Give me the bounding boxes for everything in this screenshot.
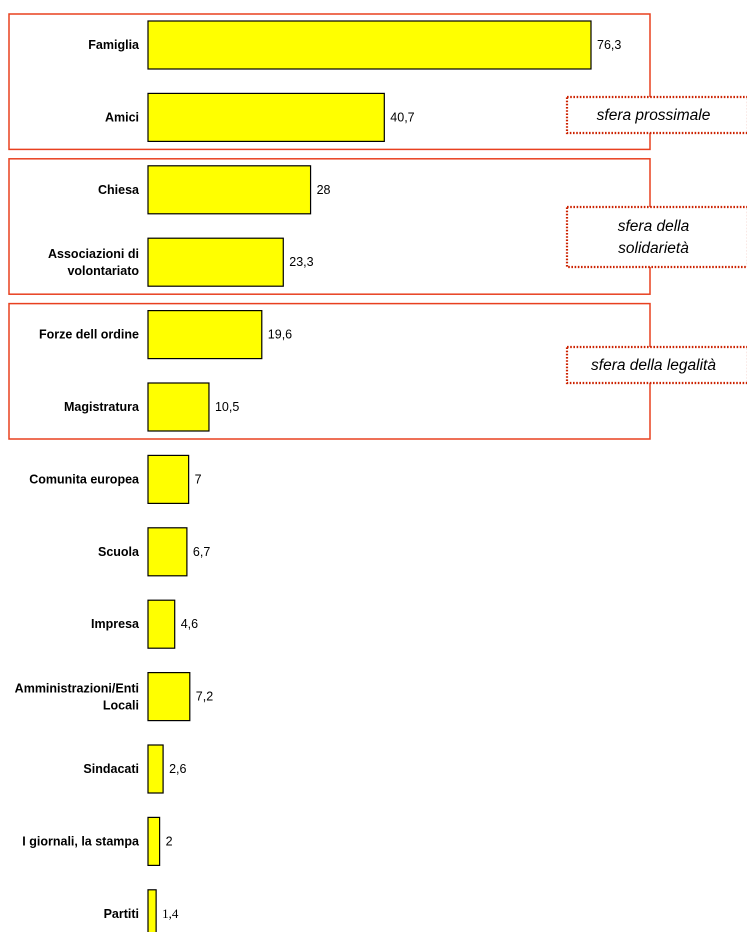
bar — [147, 310, 263, 360]
group-annotation-text: sfera della — [618, 218, 690, 235]
value-label: 23,3 — [289, 255, 313, 269]
bar — [147, 599, 176, 649]
bar — [147, 454, 190, 504]
bar — [147, 671, 191, 722]
bar — [147, 889, 157, 932]
group-annotation-text: solidarietà — [618, 240, 689, 257]
bars — [147, 20, 592, 932]
bar — [147, 237, 284, 287]
category-labels: Famiglia Amici Chiesa Associazioni di volont… — [15, 38, 140, 921]
group-box — [8, 302, 651, 440]
category-label: volontariato — [67, 264, 139, 278]
group-boxes — [8, 13, 651, 440]
group-annotation-box — [565, 205, 747, 269]
value-label: 28 — [317, 183, 331, 197]
category-label: Impresa — [91, 617, 140, 631]
group-annotation-box — [565, 345, 747, 385]
value-label: 6,7 — [193, 545, 210, 559]
bar — [147, 165, 312, 215]
group-box — [8, 13, 651, 151]
category-label: Magistratura — [64, 400, 140, 414]
category-label: I giornali, la stampa — [22, 834, 140, 848]
group-annotation-text: sfera della legalità — [591, 357, 716, 374]
category-label: Associazioni di — [48, 247, 139, 261]
category-label: Scuola — [98, 545, 140, 559]
value-label: 1,4 — [162, 906, 179, 921]
value-label: 10,5 — [215, 400, 239, 414]
group-annotations: sfera prossimale sfera della solidarietà sf… — [565, 95, 747, 385]
category-label: Chiesa — [98, 183, 140, 197]
group-annotation-box — [565, 95, 747, 135]
category-label: Comunita europea — [29, 472, 140, 486]
value-label: 7 — [195, 472, 202, 486]
category-label: Forze dell ordine — [39, 328, 139, 342]
group-annotation-text: sfera prossimale — [597, 107, 711, 124]
category-label: Locali — [103, 699, 139, 713]
bar — [147, 744, 164, 794]
value-label: 2 — [166, 834, 173, 848]
bar — [147, 816, 161, 867]
category-label: Partiti — [104, 907, 139, 921]
value-label: 19,6 — [268, 328, 292, 342]
category-label: Sindacati — [83, 762, 139, 776]
category-label: Amici — [105, 110, 139, 124]
value-label: 76,3 — [597, 38, 621, 52]
bar — [147, 527, 188, 577]
value-label: 7,2 — [196, 690, 213, 704]
category-label: Famiglia — [88, 38, 140, 52]
category-label: Amministrazioni/Enti — [15, 682, 139, 696]
value-labels: 76,3 40,7 28 23,3 19,6 10,5 7 6,7 4,6 7,2 2,6 2 1,4 — [162, 38, 621, 921]
value-label: 4,6 — [181, 617, 198, 631]
bar — [147, 382, 210, 432]
value-label: 2,6 — [169, 762, 186, 776]
value-label: 40,7 — [390, 110, 414, 124]
bar — [147, 20, 592, 70]
bar — [147, 92, 385, 143]
